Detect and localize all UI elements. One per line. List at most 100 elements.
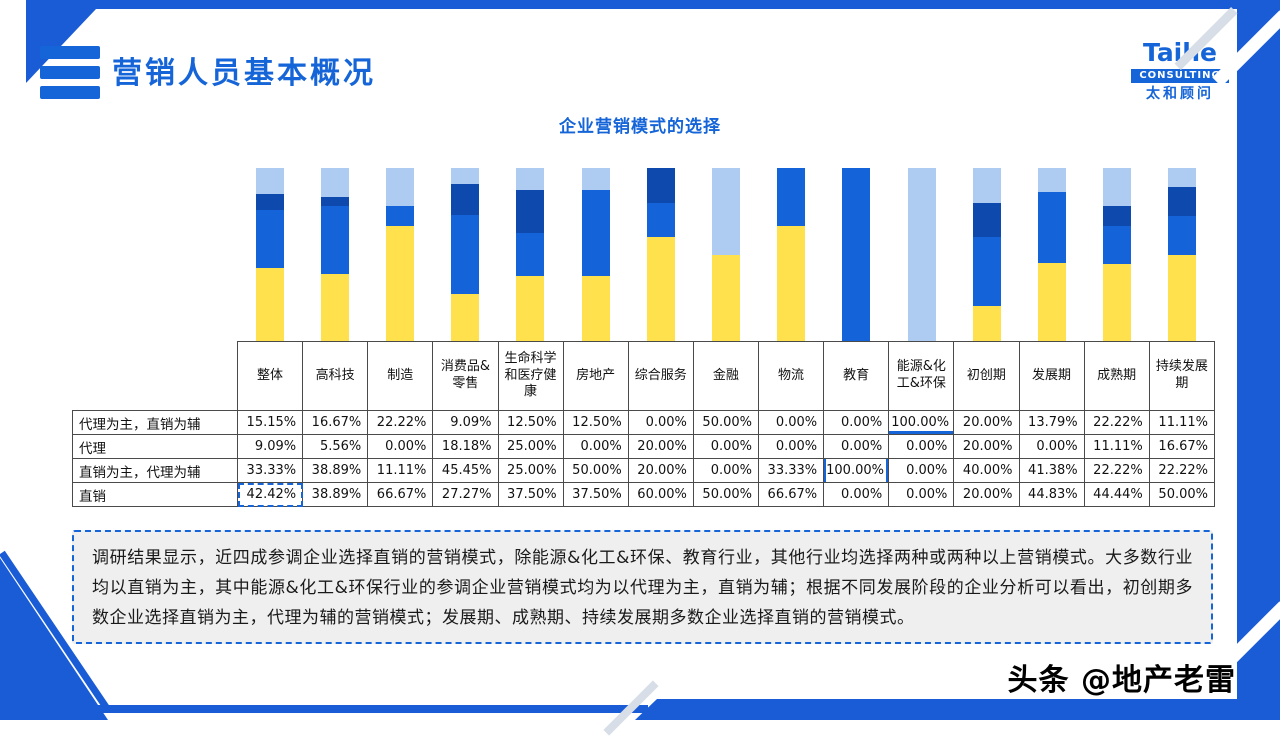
stacked-bar xyxy=(1103,168,1132,341)
bar-segment xyxy=(386,206,414,226)
table-header-cell: 制造 xyxy=(367,341,434,411)
value-cell: 44.83% xyxy=(1018,482,1085,507)
table-header-cell: 初创期 xyxy=(953,341,1020,411)
value-cell: 38.89% xyxy=(302,482,369,507)
frame-bottom-thick-bar xyxy=(635,699,1280,720)
value-cell: 0.00% xyxy=(888,458,955,483)
bar-column xyxy=(563,168,628,341)
stacked-bar xyxy=(842,168,871,341)
bar-column xyxy=(824,168,889,341)
stacked-bar xyxy=(777,168,806,341)
bar-column xyxy=(433,168,498,341)
series-label-cell: 直销为主，代理为辅 xyxy=(72,458,238,483)
bar-segment xyxy=(972,202,1001,238)
bar-segment xyxy=(1103,206,1132,226)
value-cell: 20.00% xyxy=(953,434,1020,459)
stacked-bar xyxy=(972,168,1001,341)
table-header-cell: 能源&化工&环保 xyxy=(888,341,955,411)
value-cell: 40.00% xyxy=(953,458,1020,483)
value-cell: 0.00% xyxy=(1018,434,1085,459)
stacked-bar xyxy=(1168,168,1197,341)
bar-segment xyxy=(1168,187,1197,217)
table-row: 代理 9.09% 5.56% 0.00% 18.18% 25.00% 0.00% 20.00%… xyxy=(72,434,1216,459)
table-header-cell: 高科技 xyxy=(302,341,369,411)
value-cell: 50.00% xyxy=(562,458,629,483)
table-header-cell: 发展期 xyxy=(1018,341,1085,411)
bar-segment xyxy=(646,237,675,341)
table-row: 直销 42.42% 38.89% 66.67% 27.27% 37.50% 37.50% 60… xyxy=(72,482,1216,507)
bar-segment xyxy=(581,276,610,341)
stacked-bar xyxy=(646,168,675,341)
bar-segment xyxy=(972,306,1001,341)
value-cell: 0.00% xyxy=(562,434,629,459)
bar-segment xyxy=(1038,263,1067,341)
value-cell: 22.22% xyxy=(1083,410,1150,435)
value-cell: 50.00% xyxy=(692,482,760,507)
bars-row xyxy=(237,168,1215,341)
bar-segment xyxy=(386,168,414,207)
bar-segment xyxy=(451,168,480,184)
bar-column xyxy=(1019,168,1084,341)
bar-segment xyxy=(581,189,610,277)
value-cell: 11.11% xyxy=(367,458,434,483)
value-cell: 37.50% xyxy=(497,482,564,507)
stacked-bar-chart: 整体 高科技 制造 消费品&零售 生命科学和医疗健康 房地产 综合服务 金融 物流 教育 能源&化工… xyxy=(72,168,1216,507)
table-header-cell: 物流 xyxy=(757,341,825,411)
value-cell: 22.22% xyxy=(367,410,434,435)
bar-segment xyxy=(1038,191,1067,264)
value-cell: 37.50% xyxy=(562,482,629,507)
menu-bar-2 xyxy=(40,66,100,79)
bar-column xyxy=(1085,168,1150,341)
table-header-cell: 消费品&零售 xyxy=(432,341,499,411)
value-cell: 0.00% xyxy=(888,482,955,507)
table-header-cell: 生命科学和医疗健康 xyxy=(497,341,564,411)
bar-column xyxy=(759,168,824,341)
value-cell: 11.11% xyxy=(1083,434,1150,459)
bar-segment xyxy=(255,209,284,268)
table-header-row: 整体 高科技 制造 消费品&零售 生命科学和医疗健康 房地产 综合服务 金融 物流 教育 能源&化工… xyxy=(73,341,1216,411)
value-cell: 0.00% xyxy=(692,434,760,459)
value-cell: 12.50% xyxy=(497,410,564,435)
value-cell: 66.67% xyxy=(757,482,825,507)
value-cell: 11.11% xyxy=(1148,410,1216,435)
bar-segment xyxy=(777,168,806,226)
bar-segment xyxy=(712,168,741,255)
table-header-cell: 持续发展期 xyxy=(1148,341,1216,411)
stacked-bar xyxy=(516,168,545,341)
bar-segment xyxy=(516,189,545,233)
value-cell: 100.00% xyxy=(888,410,955,435)
bar-segment xyxy=(777,225,806,341)
bar-segment xyxy=(972,168,1001,203)
table-header-cell: 成熟期 xyxy=(1083,341,1150,411)
value-cell: 20.00% xyxy=(627,434,694,459)
bar-segment xyxy=(907,168,936,341)
value-cell: 25.00% xyxy=(497,458,564,483)
value-cell: 25.00% xyxy=(497,434,564,459)
table-row: 直销为主，代理为辅 33.33% 38.89% 11.11% 45.45% 25.00% 5… xyxy=(72,458,1216,483)
value-cell: 0.00% xyxy=(888,434,955,459)
bar-segment xyxy=(516,232,545,277)
stacked-bar xyxy=(1038,168,1067,341)
value-cell: 0.00% xyxy=(823,434,890,459)
frame-bottom-thin-bar xyxy=(92,705,648,713)
value-cell: 16.67% xyxy=(1148,434,1216,459)
bar-segment xyxy=(712,254,741,341)
bar-segment xyxy=(516,168,545,190)
logo-consulting-text: CONSULTING xyxy=(1131,69,1229,83)
chart-title: 企业营销模式的选择 xyxy=(559,117,721,137)
bar-segment xyxy=(320,168,349,197)
value-cell: 20.00% xyxy=(953,482,1020,507)
bar-segment xyxy=(451,293,480,341)
table-head: 整体 高科技 制造 消费品&零售 生命科学和医疗健康 房地产 综合服务 金融 物流 教育 能源&化工… xyxy=(73,341,1216,411)
bar-segment xyxy=(255,168,284,195)
bar-segment xyxy=(646,202,675,238)
bar-segment xyxy=(1168,168,1197,188)
bar-segment xyxy=(451,183,480,216)
value-cell: 9.09% xyxy=(432,410,499,435)
bar-segment xyxy=(320,206,349,274)
stacked-bar xyxy=(386,168,414,341)
value-cell: 33.33% xyxy=(236,458,304,483)
stacked-bar xyxy=(712,168,741,341)
value-cell: 0.00% xyxy=(823,482,890,507)
bar-segment xyxy=(842,168,871,341)
